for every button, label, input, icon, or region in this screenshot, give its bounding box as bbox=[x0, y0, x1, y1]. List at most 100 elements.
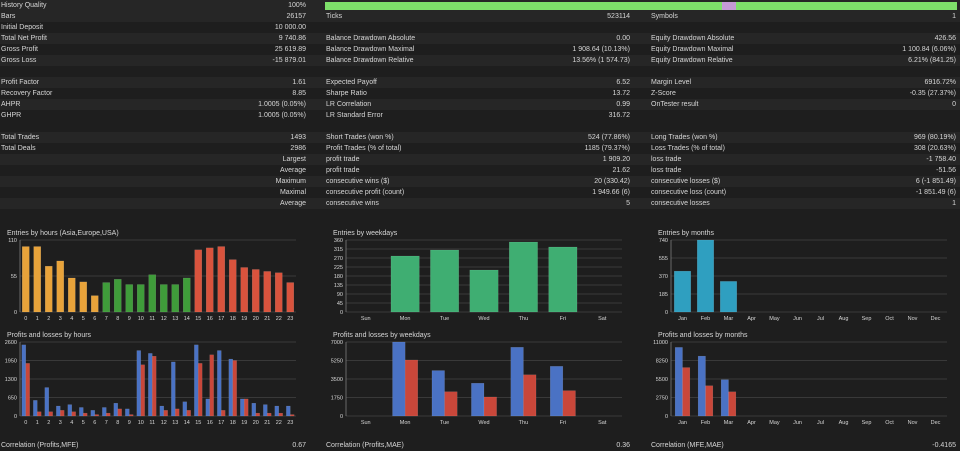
stat-value: 9 740.86 bbox=[278, 35, 306, 42]
x-tick-label: Apr bbox=[747, 316, 756, 322]
y-tick-label: 370 bbox=[659, 274, 668, 280]
stat-value: 1 bbox=[952, 13, 956, 20]
stat-value: 1.0005 (0.05%) bbox=[258, 112, 306, 119]
bar bbox=[33, 246, 42, 313]
stat-label: Balance Drawdown Maximal bbox=[326, 46, 415, 53]
y-tick-label: 650 bbox=[8, 396, 17, 402]
x-tick-label: Sep bbox=[862, 420, 872, 426]
stat-value: 0 bbox=[952, 101, 956, 108]
x-tick-label: Mar bbox=[724, 316, 734, 322]
stat-label: AHPR bbox=[1, 101, 21, 108]
x-tick-label: Jul bbox=[817, 420, 824, 426]
x-tick-label: Thu bbox=[519, 420, 528, 426]
y-tick-label: 3500 bbox=[331, 377, 343, 383]
stat-label: Recovery Factor bbox=[1, 90, 53, 97]
report-charts: Entries by hours (Asia,Europe,USA)055110… bbox=[5, 230, 947, 426]
bar bbox=[263, 271, 272, 313]
x-tick-label: 6 bbox=[93, 420, 96, 426]
profit-bar bbox=[33, 400, 38, 417]
stats-row: Total Net Profit 9 740.86 Balance Drawdown… bbox=[0, 33, 960, 44]
x-tick-label: Tue bbox=[440, 316, 449, 322]
stat-value: -15 879.01 bbox=[272, 57, 306, 64]
stat-value: 6916.72% bbox=[924, 79, 956, 86]
loss-bar bbox=[244, 398, 249, 417]
y-tick-label: 0 bbox=[14, 310, 17, 316]
bar bbox=[125, 284, 134, 313]
profit-bar bbox=[217, 350, 222, 417]
x-tick-label: 12 bbox=[161, 420, 167, 426]
x-tick-label: 0 bbox=[24, 420, 27, 426]
bar bbox=[171, 284, 180, 313]
x-tick-label: Feb bbox=[701, 420, 710, 426]
stats-row: Average profit trade 21.62 loss trade -51.56 bbox=[0, 165, 960, 176]
x-tick-label: 7 bbox=[105, 420, 108, 426]
stat-label: Total Trades bbox=[1, 134, 40, 141]
stat-label: consecutive loss (count) bbox=[651, 189, 727, 196]
x-tick-label: 10 bbox=[138, 420, 144, 426]
stat-value: Largest bbox=[282, 156, 306, 163]
loss-bar bbox=[278, 412, 283, 417]
x-tick-label: Aug bbox=[839, 420, 849, 426]
x-tick-label: Wed bbox=[478, 420, 489, 426]
x-tick-label: 4 bbox=[70, 420, 73, 426]
stats-row: GHPR 1.0005 (0.05%) LR Standard Error 316.7… bbox=[0, 110, 960, 121]
stat-label: consecutive wins bbox=[326, 200, 379, 207]
stat-value: 6.52 bbox=[616, 79, 630, 86]
stat-value: -1 758.40 bbox=[926, 156, 956, 163]
x-tick-label: 10 bbox=[138, 316, 144, 322]
stat-value: 969 (80.19%) bbox=[913, 134, 956, 141]
stats-row: Total Deals 2986 Profit Trades (% of total… bbox=[0, 143, 960, 154]
y-tick-label: 110 bbox=[8, 238, 17, 244]
stat-value: 523114 bbox=[607, 13, 630, 20]
chart-panel: Entries by weekdays 0 45 90 135 180 225 270 315 3… bbox=[333, 230, 622, 322]
footer-value-mfe-mae: -0.4165 bbox=[932, 442, 956, 449]
y-tick-label: 135 bbox=[334, 283, 343, 289]
x-tick-label: Jan bbox=[678, 316, 687, 322]
x-tick-label: 18 bbox=[230, 316, 236, 322]
loss-bar bbox=[267, 412, 272, 417]
stat-value: 1.0005 (0.05%) bbox=[258, 101, 306, 108]
loss-bar bbox=[290, 414, 295, 417]
stat-label: consecutive losses bbox=[651, 200, 710, 207]
chart-title: Entries by weekdays bbox=[333, 230, 398, 237]
x-tick-label: Dec bbox=[931, 420, 941, 426]
stat-value: Maximal bbox=[279, 189, 306, 196]
x-tick-label: May bbox=[769, 316, 780, 322]
x-tick-label: 23 bbox=[287, 420, 293, 426]
bar bbox=[159, 284, 168, 313]
bar bbox=[67, 277, 76, 313]
y-tick-label: 8250 bbox=[656, 359, 668, 365]
history-quality-label: History Quality bbox=[1, 2, 47, 9]
x-tick-label: Aug bbox=[839, 316, 849, 322]
x-tick-label: Oct bbox=[885, 420, 894, 426]
loss-bar bbox=[140, 364, 145, 417]
stats-row-history-quality: History Quality 100% bbox=[0, 0, 960, 11]
stat-label: Equity Drawdown Absolute bbox=[651, 35, 735, 42]
y-tick-label: 55 bbox=[11, 274, 17, 280]
loss-bar bbox=[48, 411, 53, 417]
profit-bar bbox=[79, 407, 84, 417]
loss-bar bbox=[117, 408, 122, 417]
x-tick-label: Sep bbox=[862, 316, 872, 322]
stat-value: -51.56 bbox=[936, 167, 956, 174]
profit-bar bbox=[125, 408, 130, 417]
x-tick-label: Jun bbox=[793, 316, 802, 322]
stats-spacer bbox=[0, 66, 960, 77]
loss-bar bbox=[705, 385, 714, 417]
loss-bar bbox=[562, 390, 576, 417]
bar bbox=[113, 279, 122, 313]
bar bbox=[430, 249, 459, 313]
stat-value: 8.85 bbox=[292, 90, 306, 97]
chart-title: Profits and losses by weekdays bbox=[333, 332, 431, 339]
x-tick-label: 2 bbox=[47, 420, 50, 426]
x-tick-label: 17 bbox=[218, 316, 224, 322]
x-tick-label: Thu bbox=[519, 316, 528, 322]
stat-label: profit trade bbox=[326, 167, 360, 174]
bar bbox=[674, 270, 691, 313]
y-tick-label: 270 bbox=[334, 256, 343, 262]
profit-bar bbox=[194, 344, 199, 417]
bar bbox=[390, 255, 420, 313]
bar bbox=[274, 272, 283, 313]
chart-panel: Profits and losses by hours0650130019502… bbox=[5, 332, 296, 426]
loss-bar bbox=[129, 414, 134, 417]
